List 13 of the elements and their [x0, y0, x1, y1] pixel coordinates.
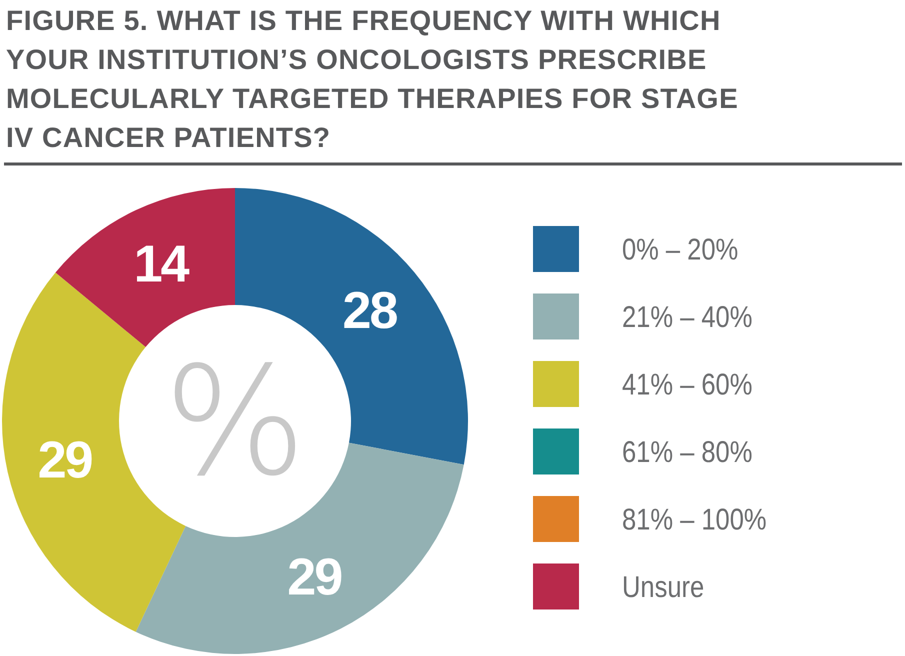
legend-label: 21% – 40%: [622, 300, 752, 334]
donut-slice: [55, 188, 235, 348]
legend-label: 41% – 60%: [622, 368, 752, 401]
data-label: 14: [134, 235, 190, 294]
chart-title: FIGURE 5. WHAT IS THE FREQUENCY WITH WHICH YOUR INSTITUTION’S ONCOLOGISTS PRESCRIBE MOLECULARLY TARGETED THERAPIES FOR STAGE IV CANCER PATIENTS?: [6, 5, 738, 153]
legend-label: 0% – 20%: [622, 232, 738, 266]
data-label: 28: [342, 282, 398, 340]
legend-label: Unsure: [622, 570, 704, 604]
data-label: 29: [38, 431, 92, 490]
legend-label: 61% – 80%: [622, 435, 752, 468]
legend-label: 81% – 100%: [622, 502, 767, 536]
text: %: [164, 336, 306, 510]
data-label: 29: [287, 548, 342, 607]
